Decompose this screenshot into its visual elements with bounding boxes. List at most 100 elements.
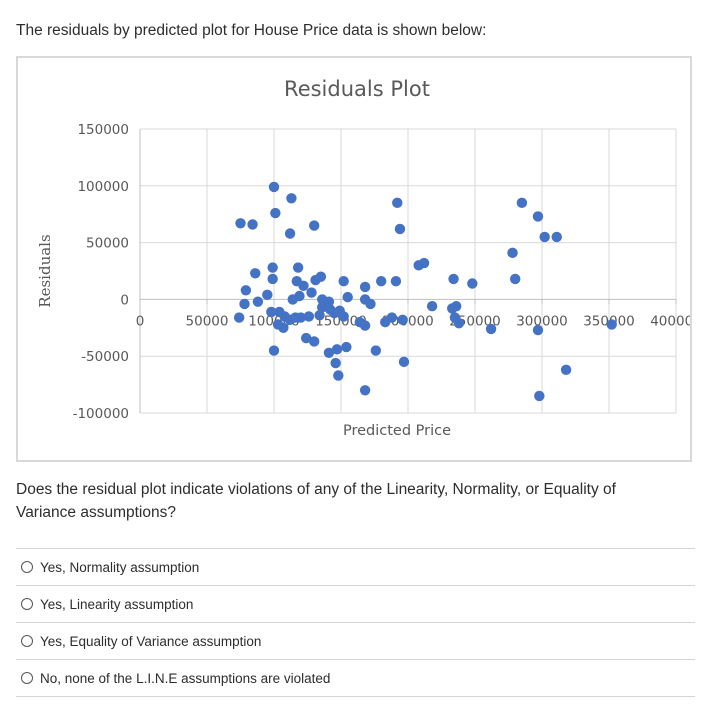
data-point <box>453 318 465 329</box>
data-point <box>309 220 320 231</box>
data-point <box>365 298 376 310</box>
data-point <box>270 207 281 219</box>
data-point <box>235 218 246 229</box>
data-point <box>314 310 325 321</box>
data-point <box>451 301 462 312</box>
data-point <box>390 276 402 287</box>
option-label: Yes, Normality assumption <box>40 559 200 575</box>
data-point <box>359 385 371 396</box>
data-point <box>539 231 550 243</box>
residuals-chart: -100000-50000050000100000150000050000100… <box>16 56 692 462</box>
data-point <box>359 320 371 331</box>
data-point <box>333 370 344 381</box>
x-axis-label: Predicted Price <box>343 423 451 439</box>
option-label: Yes, Equality of Variance assumption <box>40 633 262 649</box>
data-point <box>331 344 343 355</box>
data-point <box>267 262 278 273</box>
question-text: Does the residual plot indicate violatio… <box>16 481 616 521</box>
data-point <box>342 291 353 303</box>
data-point <box>532 324 544 336</box>
grid-layer <box>140 128 677 414</box>
radio-button[interactable] <box>21 635 33 647</box>
data-point <box>606 319 617 330</box>
intro-text: The residuals by predicted plot for Hous… <box>16 22 487 39</box>
data-point <box>398 356 410 368</box>
x-tick-label: 400000 <box>650 313 690 329</box>
data-point <box>252 296 264 307</box>
data-point <box>330 357 341 369</box>
data-point <box>266 306 277 318</box>
radio-button[interactable] <box>21 561 33 573</box>
data-point <box>341 341 352 353</box>
data-point <box>397 314 408 326</box>
data-point <box>292 262 304 273</box>
data-point <box>278 322 289 333</box>
axis-layer: -100000-50000050000100000150000050000100… <box>73 122 690 422</box>
data-point <box>284 228 296 239</box>
data-point <box>418 257 430 269</box>
data-point <box>317 302 328 313</box>
data-point <box>267 273 278 285</box>
y-axis-label: Residuals <box>36 234 54 307</box>
answer-options: Yes, Normality assumption Yes, Linearity… <box>16 548 695 697</box>
data-point <box>426 301 438 312</box>
data-point <box>294 290 305 302</box>
data-point <box>323 347 335 358</box>
data-point <box>485 323 497 335</box>
x-tick-label: 0 <box>136 313 145 329</box>
data-point <box>268 345 280 356</box>
data-point <box>507 247 518 259</box>
chart-svg: -100000-50000050000100000150000050000100… <box>36 77 690 439</box>
data-point <box>250 268 261 279</box>
option-none-violated[interactable]: No, none of the L.I.N.E assumptions are … <box>16 659 695 697</box>
option-label: Yes, Linearity assumption <box>40 596 194 612</box>
radio-button[interactable] <box>21 672 33 684</box>
data-point <box>370 345 382 356</box>
data-point <box>306 287 317 298</box>
data-point <box>510 273 521 285</box>
option-normality[interactable]: Yes, Normality assumption <box>16 548 695 585</box>
option-label: No, none of the L.I.N.E assumptions are … <box>40 670 331 686</box>
y-tick-label: 100000 <box>77 179 129 195</box>
data-point <box>298 280 309 291</box>
data-point <box>534 390 545 402</box>
y-tick-label: 50000 <box>86 236 129 252</box>
data-point <box>516 197 528 209</box>
data-point <box>300 332 312 344</box>
y-tick-label: -50000 <box>81 349 129 365</box>
data-point <box>551 231 562 243</box>
x-tick-label: 150000 <box>315 313 367 329</box>
point-layer <box>233 181 617 402</box>
y-tick-label: 0 <box>120 292 129 308</box>
data-point <box>286 193 297 204</box>
data-point <box>359 281 371 293</box>
data-point <box>239 298 250 310</box>
x-tick-label: 50000 <box>186 313 229 329</box>
y-tick-label: -100000 <box>73 406 129 422</box>
data-point <box>392 197 403 209</box>
data-point <box>467 278 478 289</box>
data-point <box>560 364 572 376</box>
option-linearity[interactable]: Yes, Linearity assumption <box>16 585 695 622</box>
y-tick-label: 150000 <box>77 122 129 138</box>
data-point <box>247 219 258 230</box>
radio-button[interactable] <box>21 598 33 610</box>
data-point <box>338 276 349 287</box>
data-point <box>532 211 544 222</box>
data-point <box>386 312 398 323</box>
data-point <box>376 276 387 287</box>
data-point <box>394 223 406 235</box>
option-equal-variance[interactable]: Yes, Equality of Variance assumption <box>16 622 695 659</box>
data-point <box>268 181 280 193</box>
data-point <box>315 271 327 282</box>
data-point <box>303 311 315 322</box>
x-tick-label: 300000 <box>516 313 568 329</box>
data-point <box>295 312 306 323</box>
data-point <box>262 289 273 301</box>
data-point <box>309 336 320 347</box>
data-point <box>338 311 349 322</box>
data-point <box>240 285 252 296</box>
chart-title: Residuals Plot <box>284 77 430 101</box>
data-point <box>448 273 459 285</box>
data-point <box>233 312 245 323</box>
